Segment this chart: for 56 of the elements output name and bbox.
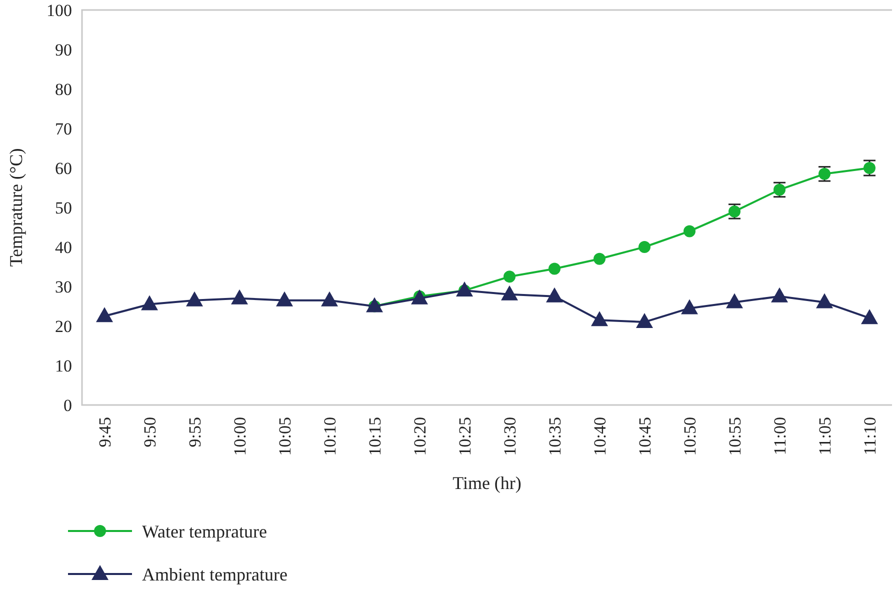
point [864,162,876,174]
point [186,291,203,306]
x-tick-label: 10:10 [320,417,340,456]
point [638,241,650,253]
y-tick-label: 20 [55,316,72,336]
legend-label: Water temprature [142,521,267,542]
point [726,293,743,308]
x-tick-label: 11:05 [815,417,834,456]
x-tick-label: 10:40 [590,417,610,456]
point [231,289,248,304]
point [501,285,518,300]
point [546,287,563,302]
y-axis-title: Temprature (°C) [6,148,26,267]
x-tick-label: 10:15 [365,417,384,456]
x-tick-label: 10:35 [545,417,564,456]
point [591,311,608,326]
x-tick-label: 11:00 [770,417,790,456]
point [636,313,653,328]
y-tick-label: 100 [46,0,72,20]
x-tick-label: 9:55 [185,417,204,448]
x-tick-label: 11:10 [860,417,880,456]
y-tick-label: 50 [55,198,72,218]
point [276,291,293,306]
x-axis-title: Time (hr) [452,473,522,493]
x-tick-label: 10:20 [410,417,430,456]
point [684,225,696,238]
y-tick-label: 40 [55,238,72,257]
y-tick-label: 80 [55,80,72,99]
y-tick-label: 70 [55,119,72,138]
point [456,281,473,296]
point [771,287,788,302]
point [504,270,516,283]
point [681,299,698,314]
y-tick-label: 0 [64,396,72,415]
x-tick-label: 10:30 [500,417,520,456]
x-tick-label: 9:45 [95,417,114,448]
x-tick-label: 10:45 [635,417,654,456]
y-tick-label: 60 [55,158,72,178]
point [861,309,878,324]
point [321,291,338,306]
x-tick-label: 10:55 [725,417,744,456]
y-tick-label: 30 [55,277,72,296]
point [96,307,113,322]
x-tick-label: 10:00 [230,417,250,456]
x-tick-label: 10:05 [275,417,294,456]
x-tick-label: 10:25 [455,417,474,456]
y-tick-label: 10 [55,356,72,376]
x-tick-label: 9:50 [140,417,160,448]
y-tick-label: 90 [55,40,72,60]
point [816,293,833,308]
x-tick-label: 10:50 [680,417,700,456]
point [366,297,383,312]
point [548,262,560,275]
point [141,295,158,310]
point [594,252,606,265]
legend-label: Ambient temprature [142,564,288,584]
